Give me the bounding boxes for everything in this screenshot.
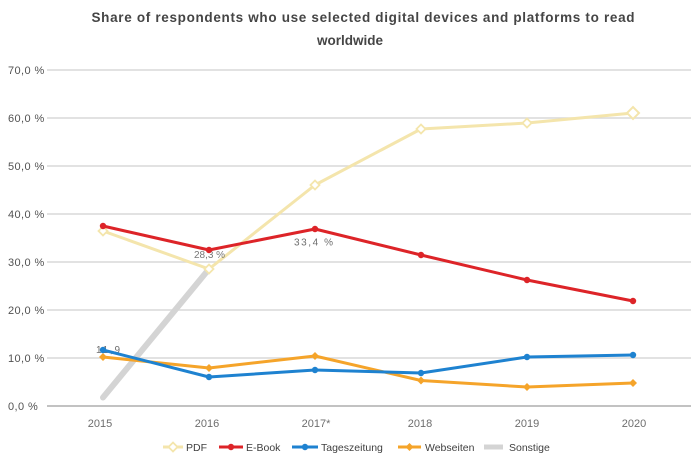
svg-text:Webseiten: Webseiten: [425, 442, 475, 454]
svg-text:worldwide: worldwide: [316, 33, 383, 48]
svg-text:28,3 %: 28,3 %: [194, 250, 225, 261]
svg-text:Share of respondents who use s: Share of respondents who use selected di…: [92, 10, 635, 25]
svg-text:Tageszeitung: Tageszeitung: [321, 442, 383, 454]
svg-text:20,0 %: 20,0 %: [8, 305, 45, 317]
svg-text:E-Book: E-Book: [246, 442, 281, 454]
svg-text:2019: 2019: [515, 418, 539, 430]
svg-text:Sonstige: Sonstige: [509, 442, 550, 454]
svg-text:70,0 %: 70,0 %: [8, 65, 45, 77]
svg-text:50,0 %: 50,0 %: [8, 161, 45, 173]
svg-text:60,0 %: 60,0 %: [8, 113, 45, 125]
svg-text:10,0 %: 10,0 %: [8, 353, 45, 365]
svg-text:2018: 2018: [408, 418, 432, 430]
svg-text:2015: 2015: [88, 418, 112, 430]
svg-text:2017*: 2017*: [302, 418, 331, 430]
svg-text:30,0 %: 30,0 %: [8, 257, 45, 269]
svg-text:40,0 %: 40,0 %: [8, 209, 45, 221]
svg-text:PDF: PDF: [186, 442, 207, 454]
svg-text:2016: 2016: [195, 418, 219, 430]
svg-text:33,4 %: 33,4 %: [294, 238, 333, 249]
svg-text:0,0 %: 0,0 %: [8, 401, 38, 413]
svg-text:2020: 2020: [622, 418, 646, 430]
